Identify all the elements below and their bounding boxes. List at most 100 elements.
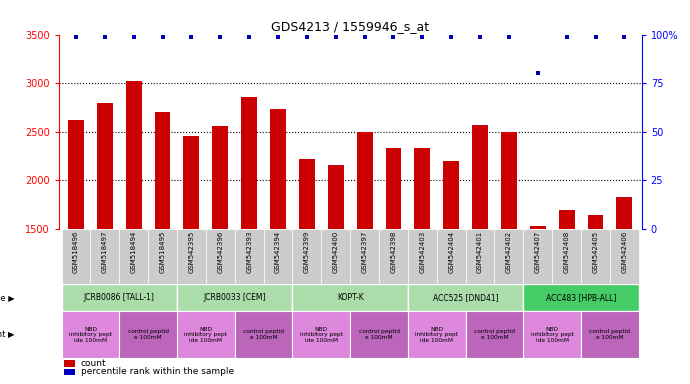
Bar: [588, 215, 604, 375]
Text: GSM542395: GSM542395: [188, 231, 195, 273]
Text: GSM542401: GSM542401: [477, 231, 483, 273]
Bar: [64, 369, 75, 376]
Text: GSM542396: GSM542396: [217, 231, 224, 273]
Bar: [351, 229, 379, 284]
Bar: [241, 97, 257, 375]
Text: control peptid
e 100mM: control peptid e 100mM: [243, 329, 284, 340]
Point: [619, 33, 630, 40]
Bar: [351, 311, 408, 358]
Bar: [523, 311, 581, 358]
Text: GSM542394: GSM542394: [275, 231, 281, 273]
Text: agent ▶: agent ▶: [0, 330, 15, 339]
Text: GSM542405: GSM542405: [593, 231, 598, 273]
Point: [590, 33, 601, 40]
Text: cell line ▶: cell line ▶: [0, 293, 15, 302]
Bar: [610, 229, 639, 284]
Text: GSM518494: GSM518494: [130, 231, 137, 273]
Text: ACC525 [DND41]: ACC525 [DND41]: [433, 293, 498, 302]
Bar: [581, 229, 610, 284]
Bar: [61, 311, 119, 358]
Bar: [443, 161, 459, 375]
Bar: [530, 226, 546, 375]
Bar: [126, 81, 141, 375]
Bar: [177, 311, 235, 358]
Point: [99, 33, 110, 40]
Bar: [408, 229, 437, 284]
Bar: [64, 360, 75, 367]
Text: ACC483 [HPB-ALL]: ACC483 [HPB-ALL]: [546, 293, 616, 302]
Point: [302, 33, 313, 40]
Text: JCRB0033 [CEM]: JCRB0033 [CEM]: [204, 293, 266, 302]
Bar: [235, 229, 264, 284]
Bar: [293, 284, 408, 311]
Point: [561, 33, 572, 40]
Bar: [357, 132, 373, 375]
Bar: [466, 311, 523, 358]
Text: GSM542406: GSM542406: [622, 231, 627, 273]
Point: [186, 33, 197, 40]
Bar: [293, 229, 322, 284]
Text: GSM518497: GSM518497: [102, 231, 108, 273]
Point: [388, 33, 399, 40]
Bar: [322, 229, 351, 284]
Bar: [119, 229, 148, 284]
Bar: [559, 210, 575, 375]
Text: control peptid
e 100mM: control peptid e 100mM: [474, 329, 515, 340]
Bar: [119, 311, 177, 358]
Point: [504, 33, 515, 40]
Bar: [264, 229, 293, 284]
Point: [532, 70, 543, 76]
Text: JCRB0086 [TALL-1]: JCRB0086 [TALL-1]: [83, 293, 155, 302]
Point: [157, 33, 168, 40]
Text: KOPT-K: KOPT-K: [337, 293, 364, 302]
Text: percentile rank within the sample: percentile rank within the sample: [81, 367, 234, 376]
Bar: [437, 229, 466, 284]
Bar: [293, 311, 351, 358]
Bar: [415, 148, 431, 375]
Point: [128, 33, 139, 40]
Point: [446, 33, 457, 40]
Text: GSM518495: GSM518495: [159, 231, 166, 273]
Text: GSM542397: GSM542397: [362, 231, 368, 273]
Text: GSM542393: GSM542393: [246, 231, 252, 273]
Bar: [235, 311, 293, 358]
Bar: [270, 109, 286, 375]
Bar: [523, 229, 552, 284]
Text: GSM518496: GSM518496: [73, 231, 79, 273]
Bar: [466, 229, 495, 284]
Bar: [581, 311, 639, 358]
Bar: [379, 229, 408, 284]
Bar: [523, 284, 639, 311]
Text: NBD
inhibitory pept
ide 100mM: NBD inhibitory pept ide 100mM: [300, 326, 343, 343]
Text: NBD
inhibitory pept
ide 100mM: NBD inhibitory pept ide 100mM: [415, 326, 458, 343]
Bar: [213, 126, 228, 375]
Text: GSM542398: GSM542398: [391, 231, 397, 273]
Bar: [408, 284, 523, 311]
Bar: [61, 229, 90, 284]
Text: GSM542407: GSM542407: [535, 231, 541, 273]
Bar: [299, 159, 315, 375]
Text: GSM542404: GSM542404: [448, 231, 454, 273]
Bar: [90, 229, 119, 284]
Text: control peptid
e 100mM: control peptid e 100mM: [128, 329, 168, 340]
Text: NBD
inhibitory pept
ide 100mM: NBD inhibitory pept ide 100mM: [69, 326, 112, 343]
Point: [70, 33, 81, 40]
Bar: [68, 120, 84, 375]
Point: [215, 33, 226, 40]
Point: [417, 33, 428, 40]
Point: [244, 33, 255, 40]
Bar: [61, 284, 177, 311]
Text: GSM542400: GSM542400: [333, 231, 339, 273]
Text: control peptid
e 100mM: control peptid e 100mM: [359, 329, 400, 340]
Bar: [177, 229, 206, 284]
Bar: [206, 229, 235, 284]
Bar: [328, 165, 344, 375]
Text: GSM542399: GSM542399: [304, 231, 310, 273]
Text: GSM542403: GSM542403: [420, 231, 425, 273]
Bar: [472, 125, 488, 375]
Text: GSM542402: GSM542402: [506, 231, 512, 273]
Bar: [495, 229, 523, 284]
Bar: [148, 229, 177, 284]
Bar: [616, 197, 632, 375]
Point: [273, 33, 284, 40]
